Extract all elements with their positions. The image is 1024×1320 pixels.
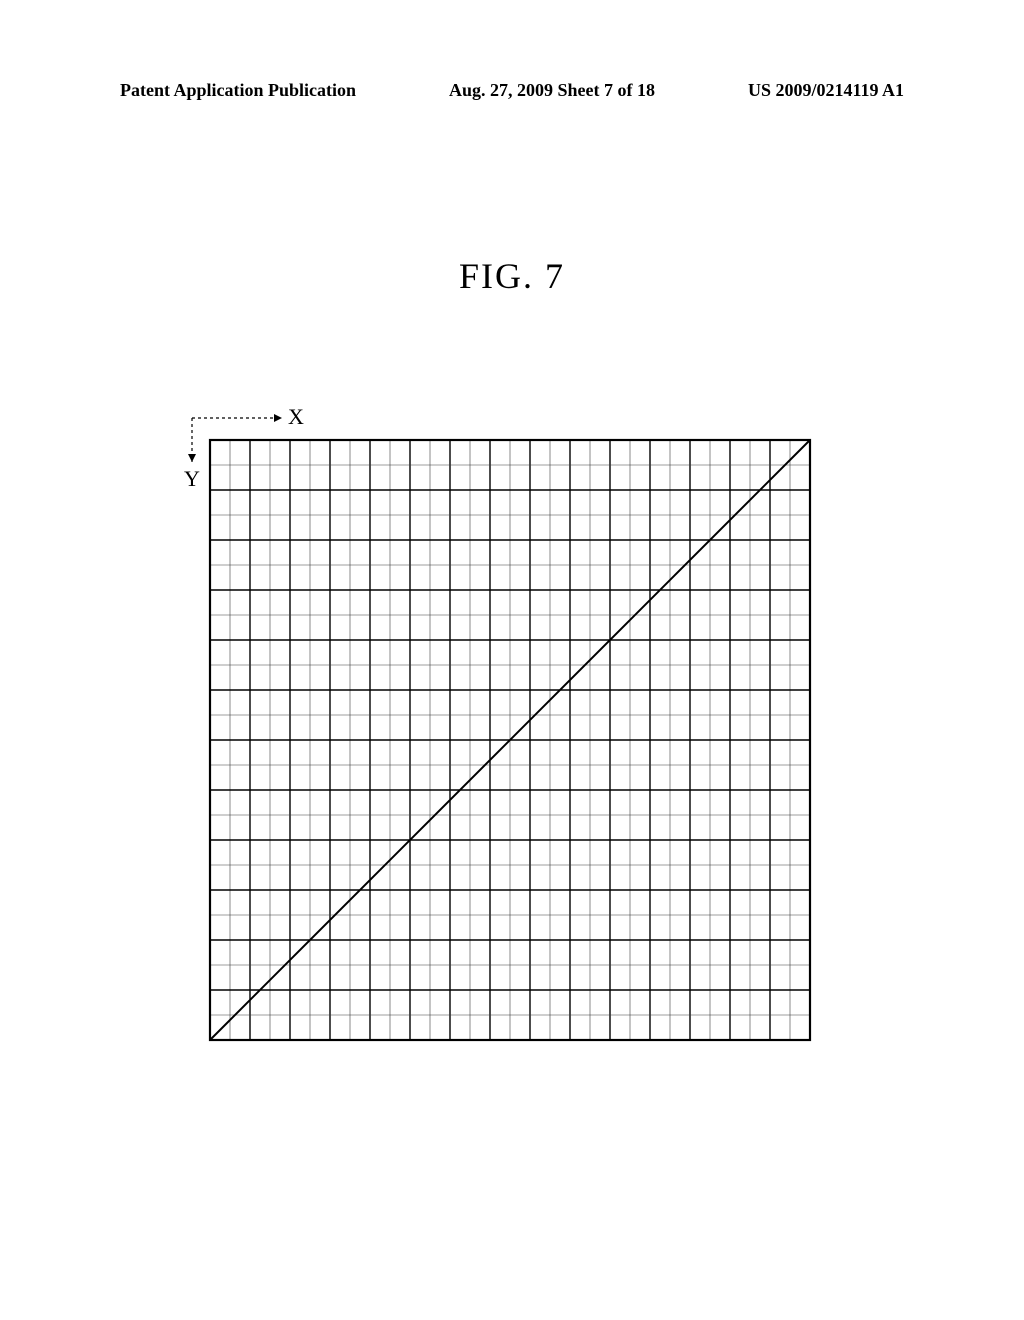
axis-x-label: X <box>288 404 304 430</box>
header-right: US 2009/0214119 A1 <box>748 80 904 101</box>
figure-diagram: X Y <box>160 390 840 1070</box>
header-center: Aug. 27, 2009 Sheet 7 of 18 <box>449 80 655 101</box>
figure-title: FIG. 7 <box>0 255 1024 297</box>
axis-y-label: Y <box>184 466 200 492</box>
page-header: Patent Application Publication Aug. 27, … <box>120 80 904 101</box>
grid-svg <box>160 390 840 1070</box>
page: Patent Application Publication Aug. 27, … <box>0 0 1024 1320</box>
header-left: Patent Application Publication <box>120 80 356 101</box>
